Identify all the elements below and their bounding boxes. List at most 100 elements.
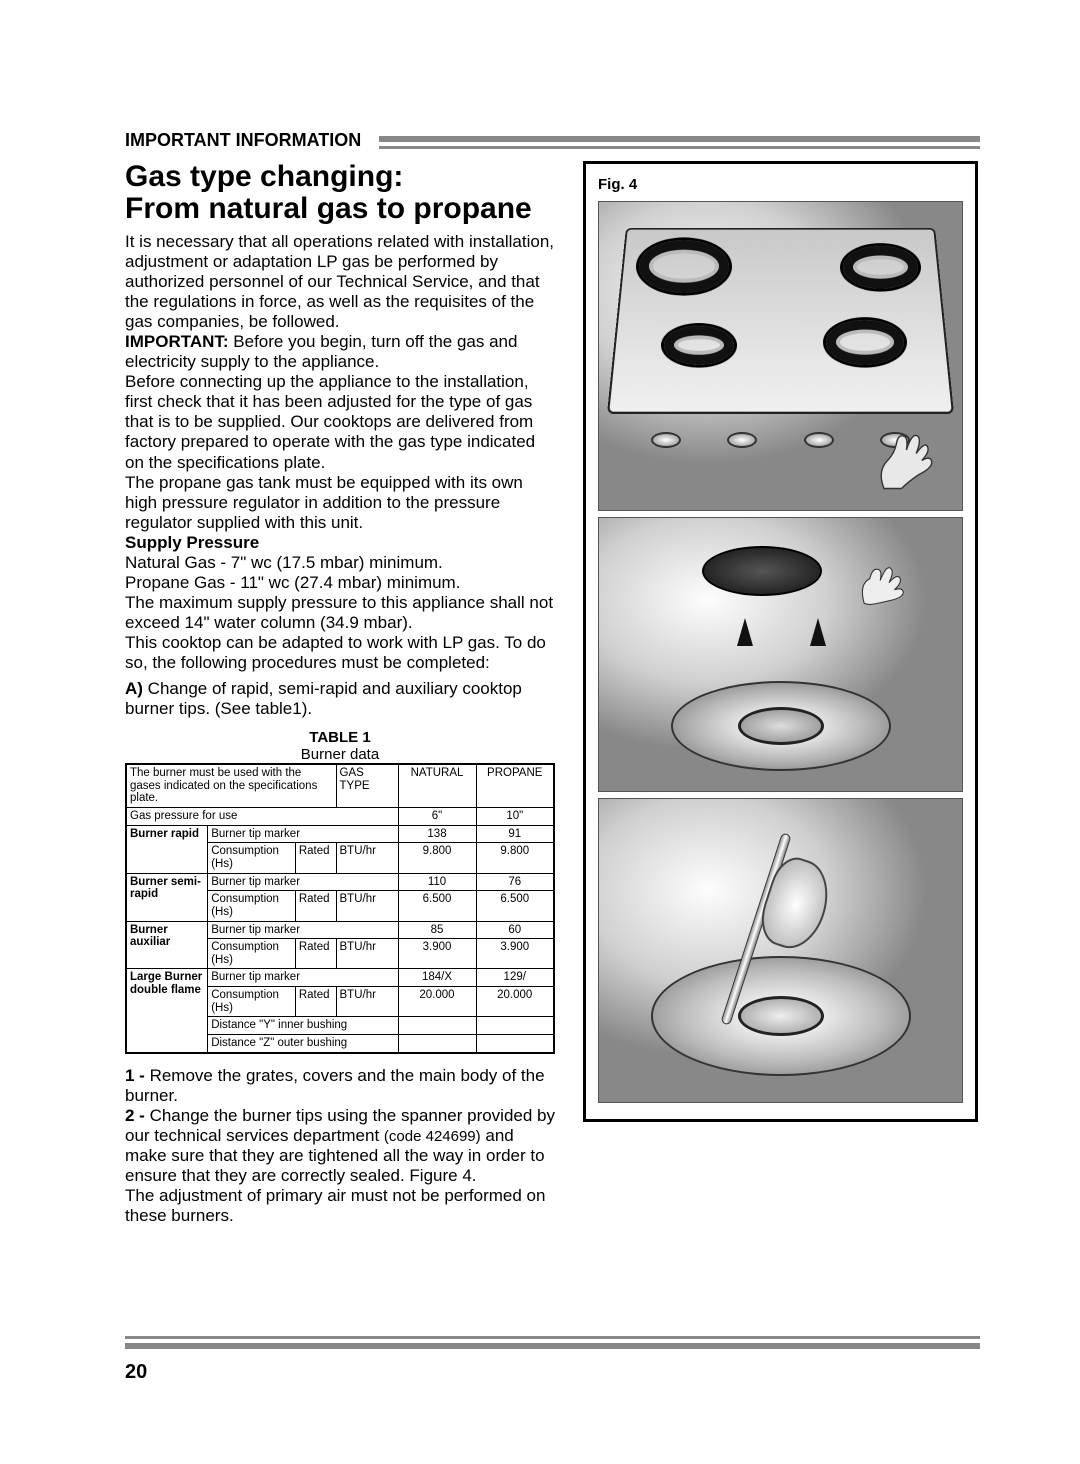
table-row: Large Burner double flame Burner tip mar… <box>126 969 554 987</box>
table-caption: TABLE 1 Burner data <box>125 729 555 763</box>
col-gastype: GAS TYPE <box>336 764 398 807</box>
dist-y-nat <box>398 1017 476 1035</box>
primary-air-text: The adjustment of primary air must not b… <box>125 1186 555 1226</box>
col-propane: PROPANE <box>476 764 554 807</box>
footer-rule <box>125 1336 980 1349</box>
large-btu: BTU/hr <box>336 987 398 1017</box>
large-rated: Rated <box>295 987 336 1017</box>
rapid-tip-nat: 138 <box>398 825 476 843</box>
section-header: IMPORTANT INFORMATION <box>125 130 980 153</box>
table-row: Burner auxiliar Burner tip marker 85 60 <box>126 921 554 939</box>
aux-tip-pro: 60 <box>476 921 554 939</box>
large-tip-pro: 129/ <box>476 969 554 987</box>
step-1-text: Remove the grates, covers and the main b… <box>125 1066 545 1105</box>
table-header-note: The burner must be used with the gases i… <box>126 764 336 807</box>
step-2-label: 2 - <box>125 1106 145 1125</box>
rapid-btu-pro: 9.800 <box>476 843 554 873</box>
col-natural: NATURAL <box>398 764 476 807</box>
step-a-label: A) <box>125 679 143 698</box>
aux-tip-label: Burner tip marker <box>208 921 398 939</box>
dist-z-label: Distance "Z" outer bushing <box>208 1035 398 1053</box>
arrow-up-icon <box>810 618 826 646</box>
aux-rated: Rated <box>295 939 336 969</box>
body-text: It is necessary that all operations rela… <box>125 232 555 719</box>
hand-icon <box>870 422 940 492</box>
cooktop-illustration <box>598 201 963 511</box>
adapt-text: This cooktop can be adapted to work with… <box>125 633 555 673</box>
row-pressure-label: Gas pressure for use <box>126 808 398 826</box>
large-btu-pro: 20.000 <box>476 987 554 1017</box>
burner-data-table: The burner must be used with the gases i… <box>125 763 555 1054</box>
aux-btu-nat: 3.900 <box>398 939 476 969</box>
step-a-text: Change of rapid, semi-rapid and auxiliar… <box>125 679 522 718</box>
pressure-nat: 6" <box>398 808 476 826</box>
rapid-rated: Rated <box>295 843 336 873</box>
table-row: Burner semi-rapid Burner tip marker 110 … <box>126 873 554 891</box>
left-column: Gas type changing: From natural gas to p… <box>125 161 555 1226</box>
title-line-2: From natural gas to propane <box>125 192 532 225</box>
semi-btu-pro: 6.500 <box>476 891 554 921</box>
hand-icon <box>754 852 839 956</box>
important-paragraph: IMPORTANT: Before you begin, turn off th… <box>125 332 555 372</box>
aux-cons: Consumption (Hs) <box>208 939 296 969</box>
aux-btu: BTU/hr <box>336 939 398 969</box>
supply-pressure-heading: Supply Pressure <box>125 533 555 553</box>
rapid-cons: Consumption (Hs) <box>208 843 296 873</box>
page-number: 20 <box>125 1361 147 1384</box>
step-1: 1 - Remove the grates, covers and the ma… <box>125 1066 555 1106</box>
burner-exploded-illustration <box>598 517 963 792</box>
supply-pro: Propane Gas - 11" wc (27.4 mbar) minimum… <box>125 573 555 593</box>
large-btu-nat: 20.000 <box>398 987 476 1017</box>
dist-y-pro <box>476 1017 554 1035</box>
pressure-pro: 10" <box>476 808 554 826</box>
semi-btu-nat: 6.500 <box>398 891 476 921</box>
large-tip-label: Burner tip marker <box>208 969 398 987</box>
step-1-label: 1 - <box>125 1066 145 1085</box>
intro-text: It is necessary that all operations rela… <box>125 232 555 332</box>
semi-tip-nat: 110 <box>398 873 476 891</box>
dist-z-nat <box>398 1035 476 1053</box>
aux-tip-nat: 85 <box>398 921 476 939</box>
arrow-up-icon <box>737 618 753 646</box>
semi-btu: BTU/hr <box>336 891 398 921</box>
table-row: Gas pressure for use 6" 10" <box>126 808 554 826</box>
figure-label: Fig. 4 <box>598 176 963 193</box>
burner-rapid-label: Burner rapid <box>126 825 208 873</box>
header-rule <box>379 136 980 149</box>
burner-semi-label: Burner semi-rapid <box>126 873 208 921</box>
large-cons: Consumption (Hs) <box>208 987 296 1017</box>
semi-rated: Rated <box>295 891 336 921</box>
step-a: A) Change of rapid, semi-rapid and auxil… <box>125 679 555 719</box>
aux-btu-pro: 3.900 <box>476 939 554 969</box>
large-tip-nat: 184/X <box>398 969 476 987</box>
table-subtitle: Burner data <box>301 746 379 763</box>
semi-tip-label: Burner tip marker <box>208 873 398 891</box>
table-row: The burner must be used with the gases i… <box>126 764 554 807</box>
page-title: Gas type changing: From natural gas to p… <box>125 161 555 224</box>
hand-icon <box>856 554 911 609</box>
step-2-code: (code 424699) <box>384 1128 481 1145</box>
table-row: Burner rapid Burner tip marker 138 91 <box>126 825 554 843</box>
dist-z-pro <box>476 1035 554 1053</box>
title-line-1: Gas type changing: <box>125 160 403 193</box>
right-column: Fig. 4 <box>583 161 980 1226</box>
rapid-tip-pro: 91 <box>476 825 554 843</box>
supply-max: The maximum supply pressure to this appl… <box>125 593 555 633</box>
spanner-illustration <box>598 798 963 1103</box>
propane-tank-text: The propane gas tank must be equipped wi… <box>125 473 555 533</box>
rapid-tip-label: Burner tip marker <box>208 825 398 843</box>
figure-4-box: Fig. 4 <box>583 161 978 1122</box>
semi-tip-pro: 76 <box>476 873 554 891</box>
burner-aux-label: Burner auxiliar <box>126 921 208 969</box>
dist-y-label: Distance "Y" inner bushing <box>208 1017 398 1035</box>
body-text-lower: 1 - Remove the grates, covers and the ma… <box>125 1066 555 1226</box>
rapid-btu-nat: 9.800 <box>398 843 476 873</box>
section-label: IMPORTANT INFORMATION <box>125 130 361 151</box>
step-2: 2 - Change the burner tips using the spa… <box>125 1106 555 1186</box>
preconnect-text: Before connecting up the appliance to th… <box>125 372 555 472</box>
semi-cons: Consumption (Hs) <box>208 891 296 921</box>
rapid-btu: BTU/hr <box>336 843 398 873</box>
supply-nat: Natural Gas - 7" wc (17.5 mbar) minimum. <box>125 553 555 573</box>
table-label: TABLE 1 <box>309 729 370 746</box>
burner-large-label: Large Burner double flame <box>126 969 208 1053</box>
